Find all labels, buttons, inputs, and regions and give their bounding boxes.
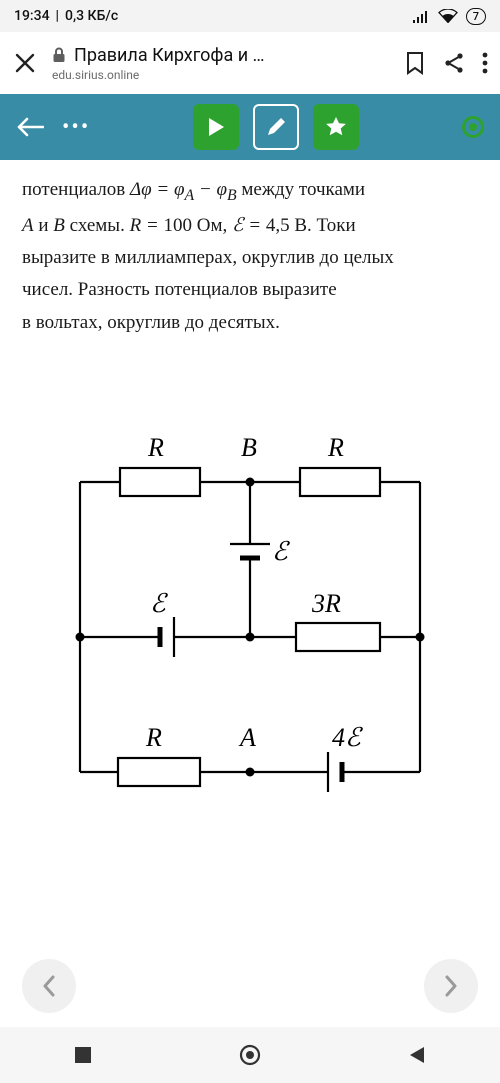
page-domain: edu.sirius.online [52, 68, 388, 82]
text-line3: выразите в миллиамперах, округлив до цел… [22, 247, 394, 268]
clock: 19:34 [14, 8, 50, 24]
label-A: A [238, 723, 256, 752]
kebab-menu-icon[interactable] [482, 52, 488, 74]
android-status-bar: 19:34 | 0,3 КБ/с 7 [0, 0, 500, 32]
play-button[interactable] [193, 104, 239, 150]
text-frag: между точками [237, 179, 365, 200]
wifi-icon [438, 9, 458, 23]
back-icon[interactable] [406, 1044, 428, 1066]
label-E-top: ℰ [272, 537, 290, 566]
E-value: 4,5 [266, 215, 290, 236]
label-R-top-right: R [327, 433, 344, 462]
android-nav-bar [0, 1027, 500, 1083]
math-R: R = [130, 215, 164, 236]
signal-icon [412, 9, 430, 23]
close-icon[interactable] [14, 52, 36, 74]
math-delta-phi: Δφ = φA − φB [130, 179, 237, 200]
label-R-bottom: R [145, 723, 162, 752]
back-arrow-icon[interactable] [16, 117, 44, 137]
pager-controls [0, 959, 500, 1013]
text-frag: В. Токи [290, 215, 356, 236]
page-title: Правила Кирхгофа и … [74, 45, 265, 66]
text-frag: Ом, [192, 215, 232, 236]
label-E-left: ℰ [150, 589, 168, 618]
next-button[interactable] [424, 959, 478, 1013]
text-line4: чисел. Разность потенциалов выразите [22, 279, 337, 300]
prev-button[interactable] [22, 959, 76, 1013]
battery-indicator: 7 [466, 8, 486, 25]
target-indicator-icon[interactable] [462, 116, 484, 138]
R-value: 100 [164, 215, 193, 236]
label-B: B [241, 433, 257, 462]
status-divider: | [56, 8, 59, 24]
bookmark-icon[interactable] [404, 51, 426, 75]
lock-icon [52, 47, 66, 63]
label-4E: 4ℰ [332, 723, 363, 752]
browser-app-bar: Правила Кирхгофа и … edu.sirius.online [0, 32, 500, 94]
math-B: B [53, 215, 65, 236]
status-right: 7 [412, 8, 486, 25]
chevron-right-icon [444, 975, 458, 997]
course-toolbar: ••• [0, 94, 500, 160]
status-left: 19:34 | 0,3 КБ/с [14, 8, 118, 24]
math-A: A [22, 215, 34, 236]
home-icon[interactable] [238, 1043, 262, 1067]
circuit-diagram: R B R ℰ ℰ 3R R A 4ℰ [0, 412, 500, 842]
pencil-icon [265, 116, 287, 138]
star-icon [325, 116, 347, 138]
text-line5: в вольтах, округлив до десятых. [22, 312, 280, 333]
text-frag: схемы. [65, 215, 130, 236]
text-frag: и [34, 215, 54, 236]
more-dots-icon[interactable]: ••• [62, 115, 90, 140]
title-column: Правила Кирхгофа и … edu.sirius.online [52, 45, 388, 82]
net-rate: 0,3 КБ/с [65, 8, 118, 24]
edit-button[interactable] [253, 104, 299, 150]
chevron-left-icon [42, 975, 56, 997]
text-frag: потенциалов [22, 179, 130, 200]
play-icon [207, 117, 225, 137]
share-icon[interactable] [442, 51, 466, 75]
recents-icon[interactable] [72, 1044, 94, 1066]
label-R-top-left: R [147, 433, 164, 462]
problem-text: потенциалов Δφ = φA − φB между точками A… [0, 160, 500, 339]
math-E: ℰ [232, 215, 244, 236]
label-3R: 3R [311, 589, 341, 618]
star-button[interactable] [313, 104, 359, 150]
